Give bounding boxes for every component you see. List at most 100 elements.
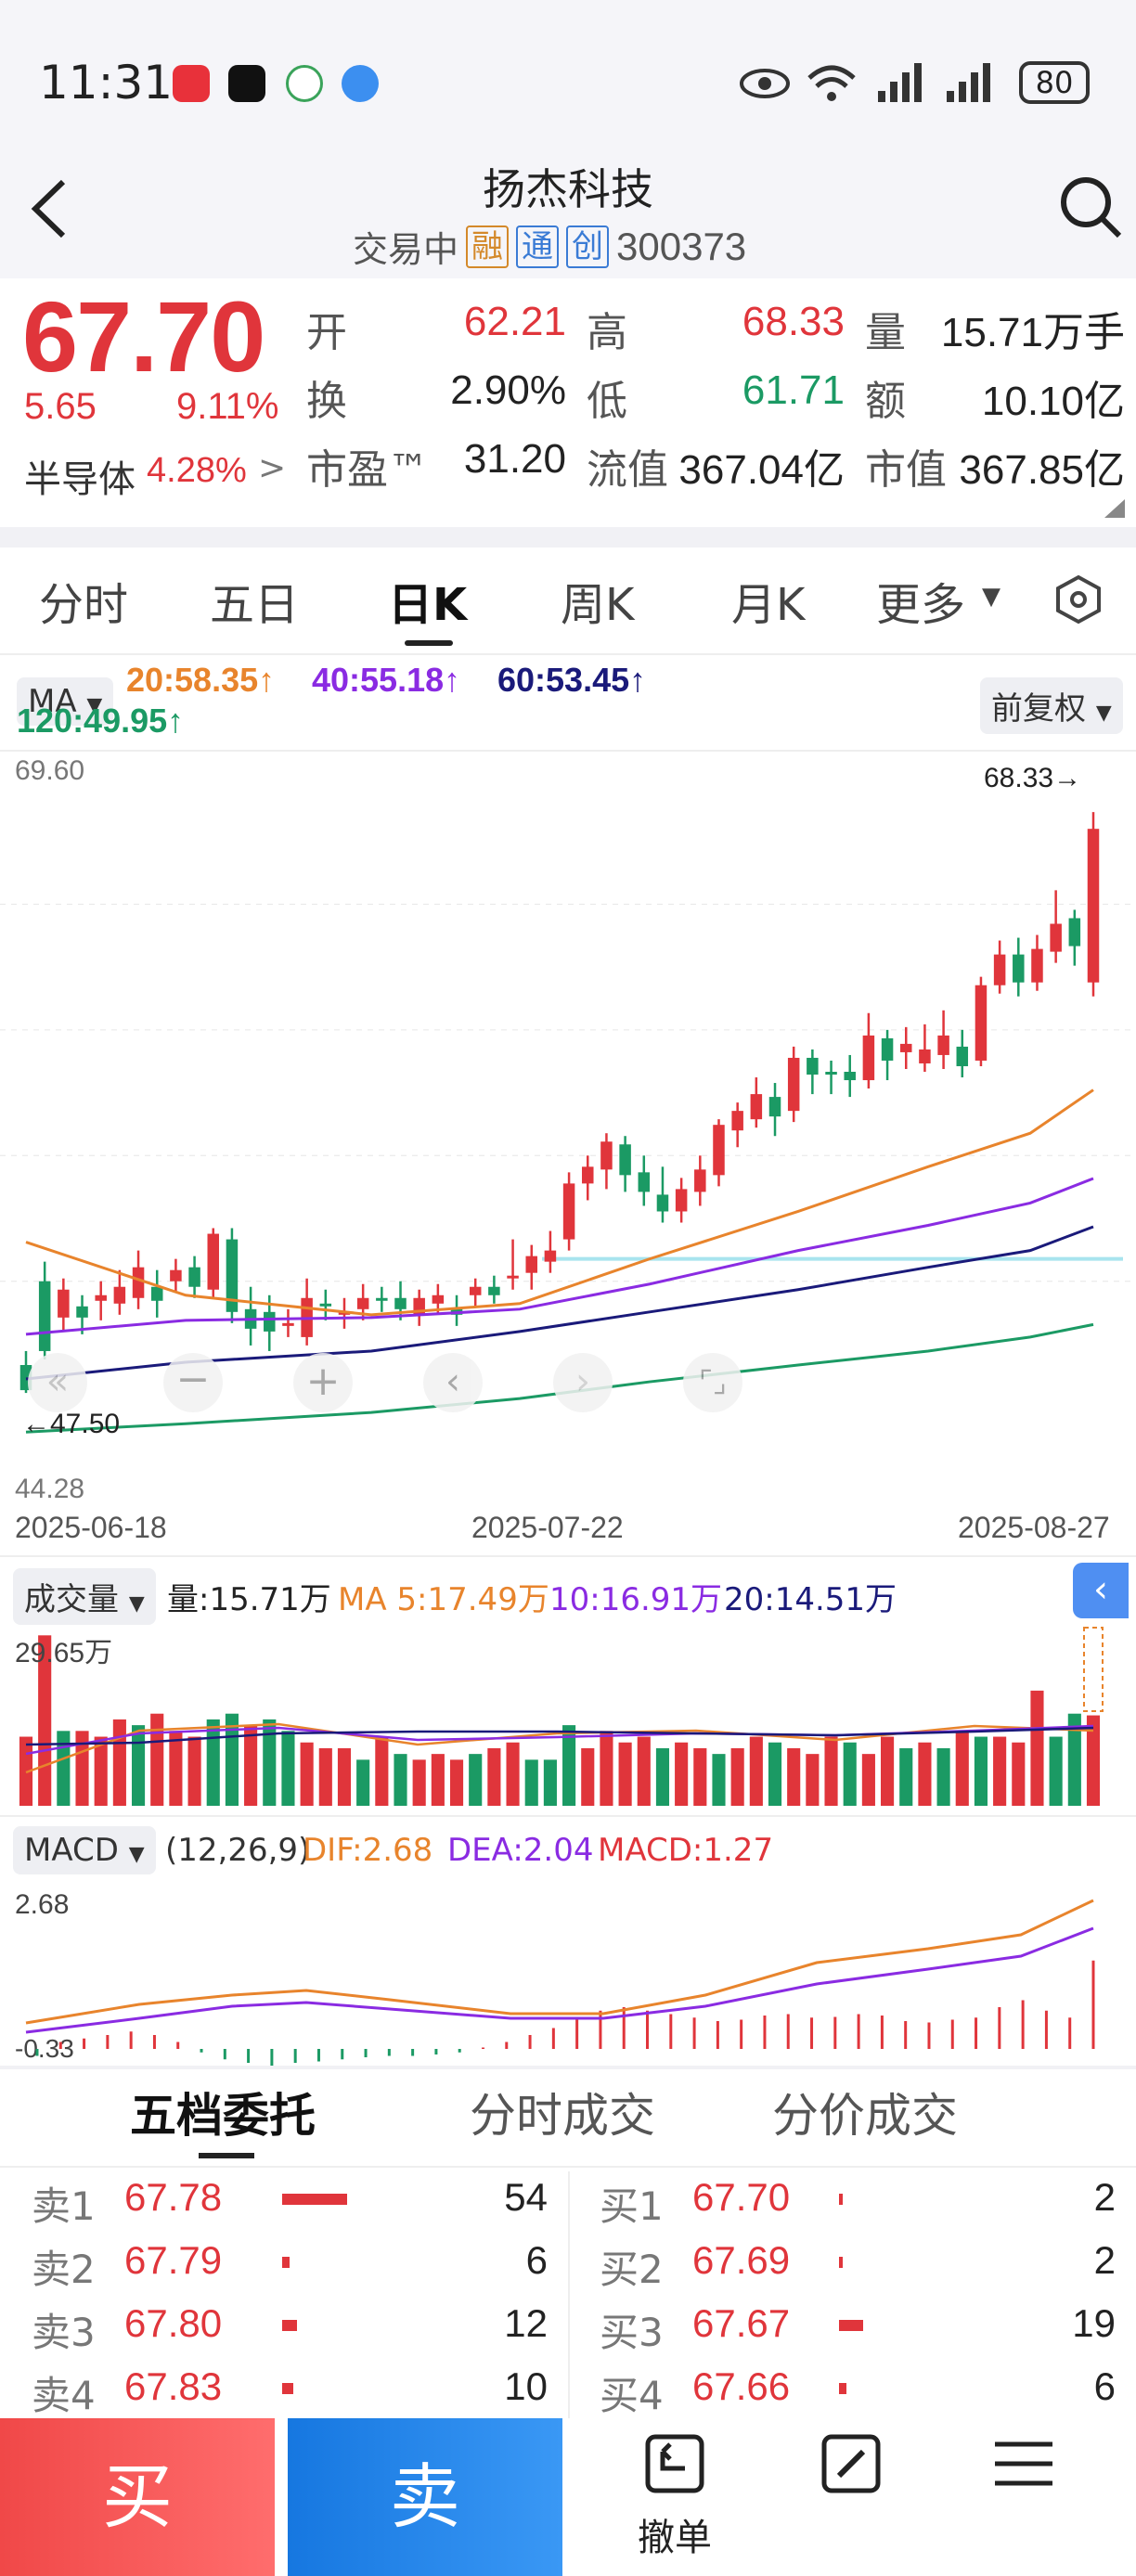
zoom-in-icon[interactable]: + [293, 1353, 353, 1412]
volume-bar [1086, 1715, 1101, 1806]
sector-name[interactable]: 半导体 [24, 458, 136, 501]
candle-body [264, 1311, 276, 1332]
macd-selector[interactable]: MACD ▼ [13, 1826, 156, 1874]
zoom-out-icon[interactable]: − [163, 1353, 223, 1412]
search-icon[interactable] [1056, 173, 1123, 239]
candle-body [1031, 948, 1043, 983]
volume-bar [730, 1747, 744, 1806]
sector-chevron-icon[interactable]: > [258, 449, 287, 487]
candlestick-chart[interactable] [0, 750, 1136, 1501]
tab-more[interactable]: 更多 [876, 579, 966, 631]
volume-bar [1012, 1742, 1026, 1806]
candle-body [132, 1267, 145, 1298]
volume-bar [506, 1742, 520, 1806]
volume-bar [955, 1731, 969, 1806]
ma-selector[interactable]: MA ▼ [17, 677, 114, 726]
candle-body [750, 1094, 763, 1120]
volume-bar [600, 1731, 613, 1806]
sell-button[interactable]: 卖 [288, 2418, 562, 2576]
candle-body [919, 1049, 931, 1063]
candle-body [582, 1166, 594, 1184]
candle-body [562, 1183, 575, 1240]
buy-level-volume: 6 [1093, 2364, 1116, 2408]
adjust-selector[interactable]: 前复权 ▼ [980, 677, 1123, 734]
ma-selector-label: MA [28, 683, 77, 720]
collapse-panel-icon[interactable]: ‹ [1073, 1563, 1129, 1618]
highlight-box [1083, 1627, 1104, 1712]
volume-selector[interactable]: 成交量 ▼ [13, 1568, 156, 1625]
buy-level-price: 67.67 [692, 2301, 791, 2345]
ma40-line [25, 1177, 1094, 1336]
mkt-cap-label: 市值 [865, 446, 947, 494]
signal-icon-2 [947, 63, 990, 102]
candle-body [319, 1303, 332, 1307]
sell-level-bar [282, 2194, 347, 2205]
settings-hexagon-icon[interactable] [1052, 573, 1104, 625]
candle-body [694, 1169, 706, 1192]
chevron-down-icon[interactable]: ▼ [982, 583, 1000, 611]
candle-body [899, 1043, 912, 1052]
volume-bar [524, 1759, 538, 1806]
volume-bar [244, 1725, 258, 1806]
candle-body [844, 1072, 856, 1081]
date-start: 2025-06-18 [15, 1511, 167, 1544]
volume-bar [169, 1731, 183, 1806]
tab-price-volume[interactable]: 分价成交 [772, 2089, 958, 2143]
volume-bar [581, 1747, 595, 1806]
candle-body [713, 1125, 725, 1176]
scroll-left-icon[interactable]: ‹ [423, 1353, 483, 1412]
cancel-order-button[interactable]: 撤单 [624, 2431, 726, 2561]
sell-level-bar [282, 2257, 290, 2268]
turnover-value: 2.90% [450, 367, 566, 413]
tab-weekly-k[interactable]: 周K [561, 579, 635, 631]
kline-y-min: 44.28 [15, 1474, 85, 1504]
fullscreen-icon[interactable]: ⌜⌟ [683, 1353, 742, 1412]
status-time: 11:31 [39, 56, 174, 109]
open-value: 62.21 [463, 299, 566, 344]
volume-chart[interactable] [0, 1624, 1136, 1810]
macd-chart[interactable] [0, 1884, 1136, 2069]
candle-body [58, 1289, 70, 1318]
scroll-right-icon[interactable]: › [553, 1353, 613, 1412]
divider [0, 653, 1136, 655]
stock-name: 扬杰科技 [483, 164, 653, 214]
candle-body [150, 1286, 163, 1301]
tab-five-day[interactable]: 五日 [210, 579, 300, 631]
menu-button[interactable] [973, 2431, 1075, 2500]
high-marker: 68.33→ [984, 763, 1082, 793]
volume-bar [394, 1754, 407, 1806]
float-cap-label: 流值 [587, 446, 668, 494]
sell-level-volume: 12 [504, 2301, 548, 2345]
candle-body [1068, 918, 1081, 947]
buy-button[interactable]: 买 [0, 2418, 275, 2576]
stock-code: 300373 [616, 224, 747, 268]
edit-button[interactable] [800, 2431, 902, 2500]
dea-line [25, 1926, 1094, 2034]
back-arrow-icon[interactable] [26, 176, 82, 241]
volume-bar [94, 1736, 108, 1806]
sell-level-price: 67.79 [124, 2238, 223, 2282]
expand-corner-icon[interactable] [1104, 499, 1125, 518]
tab-intraday[interactable]: 分时 [39, 579, 129, 631]
bank-app-icon [286, 65, 323, 102]
candle-body [488, 1286, 500, 1295]
volume-bar [843, 1742, 857, 1806]
sell-level-bar [282, 2320, 297, 2331]
divider-vertical [568, 2171, 570, 2418]
tab-time-sales[interactable]: 分时成交 [470, 2089, 655, 2143]
stock-subtitle: 交易中 融 通 创 300373 [353, 221, 746, 272]
sell-level-volume: 10 [504, 2364, 548, 2408]
low-label: 低 [587, 378, 627, 425]
volume-bar [1030, 1690, 1044, 1806]
sector-pct[interactable]: 4.28% [147, 451, 247, 490]
divider [0, 750, 1136, 752]
tab-monthly-k[interactable]: 月K [731, 579, 806, 631]
candle-body [768, 1097, 781, 1117]
volume-bar [824, 1736, 838, 1806]
tab-daily-k[interactable]: 日K [388, 579, 468, 631]
tab-order-book[interactable]: 五档委托 [130, 2089, 316, 2143]
candle-body [656, 1194, 669, 1212]
volume-bar [487, 1747, 501, 1806]
scroll-left-fast-icon[interactable]: « [28, 1353, 87, 1412]
volume-bar [768, 1742, 782, 1806]
